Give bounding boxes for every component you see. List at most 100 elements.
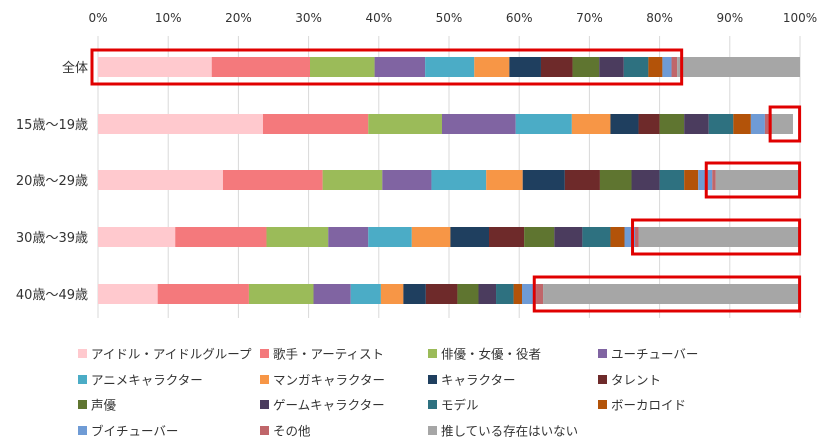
highlight-boxes xyxy=(90,48,802,313)
bar-segment xyxy=(635,227,639,247)
bar-segment xyxy=(98,114,263,134)
legend-swatch xyxy=(428,400,437,409)
bar-segment xyxy=(322,170,383,190)
bar-segment xyxy=(403,284,426,304)
legend-label: その他 xyxy=(273,424,311,439)
bar-segment xyxy=(623,57,649,77)
bar-segment xyxy=(715,170,800,190)
bar-segment xyxy=(496,284,514,304)
bar-segment xyxy=(648,57,663,77)
x-tick-label: 40% xyxy=(365,11,392,25)
bar-segment xyxy=(708,114,734,134)
bar-segment xyxy=(98,170,223,190)
bar-segment xyxy=(411,227,451,247)
legend-swatch xyxy=(598,349,607,358)
legend-swatch xyxy=(428,426,437,435)
bar-segment xyxy=(368,114,442,134)
legend-swatch xyxy=(598,375,607,384)
bar-segment xyxy=(631,170,660,190)
highlight-box xyxy=(631,218,802,256)
highlight-box xyxy=(704,161,802,199)
bar-segment xyxy=(425,57,475,77)
bar-segment xyxy=(175,227,267,247)
x-tick-label: 80% xyxy=(646,11,673,25)
bar-segment xyxy=(572,57,600,77)
bar-segment xyxy=(610,227,625,247)
legend-swatch xyxy=(428,375,437,384)
legend-label: ユーチューバー xyxy=(611,347,698,362)
legend-label: 声優 xyxy=(91,398,117,413)
legend-swatch xyxy=(260,375,269,384)
legend-label: ボーカロイド xyxy=(611,398,686,413)
bar-segment xyxy=(684,114,709,134)
bar-segment xyxy=(638,114,660,134)
legend-label: マンガキャラクター xyxy=(273,373,385,388)
bar-segment xyxy=(599,57,624,77)
bar-segment xyxy=(509,57,541,77)
category-label: 全体 xyxy=(62,60,88,76)
legend-label: アイドル・アイドルグループ xyxy=(91,347,252,362)
bar-segment xyxy=(571,114,611,134)
bar-segment xyxy=(380,284,404,304)
legend-swatch xyxy=(598,400,607,409)
bar-segment xyxy=(522,284,537,304)
bar-segment xyxy=(513,284,523,304)
bar-segment xyxy=(157,284,249,304)
legend-label: ブイチューバー xyxy=(91,424,178,439)
legend-label: 歌手・アーティスト xyxy=(273,347,384,362)
bar-segment xyxy=(515,114,572,134)
legend-swatch xyxy=(428,349,437,358)
bar-segment xyxy=(222,170,323,190)
bar-segment xyxy=(425,284,458,304)
bar-segment xyxy=(368,227,412,247)
x-tick-label: 10% xyxy=(155,11,182,25)
highlight-box xyxy=(532,275,802,313)
bar-segment xyxy=(350,284,381,304)
category-label: 30歳～39歳 xyxy=(16,231,88,246)
bar-segment xyxy=(98,227,176,247)
bar-segment xyxy=(599,170,632,190)
legend-label: 俳優・女優・役者 xyxy=(441,347,541,362)
bar-segment xyxy=(684,170,699,190)
bar-segment xyxy=(554,227,583,247)
bar-segment xyxy=(540,57,573,77)
bar-segment xyxy=(712,170,716,190)
bar-segment xyxy=(638,227,800,247)
bar-segment xyxy=(486,170,523,190)
bar-segment xyxy=(671,57,678,77)
x-tick-label: 20% xyxy=(225,11,252,25)
bar-segment xyxy=(248,284,314,304)
legend-swatch xyxy=(260,400,269,409)
bar-segment xyxy=(764,114,772,134)
legend: アイドル・アイドルグループ 歌手・アーティスト 俳優・女優・役者 ユーチューバーアニメ… xyxy=(78,347,698,439)
bar-segment xyxy=(624,227,636,247)
highlight-box xyxy=(90,48,684,86)
bar-segment xyxy=(771,114,793,134)
bar-segment xyxy=(374,57,426,77)
bar-segment xyxy=(489,227,525,247)
bar-segment xyxy=(524,227,555,247)
legend-swatch xyxy=(260,349,269,358)
legend-label: 推している存在はいない xyxy=(441,424,578,439)
bar-segment xyxy=(478,284,497,304)
x-tick-label: 0% xyxy=(88,11,107,25)
legend-label: モデル xyxy=(441,398,479,413)
bar-segment xyxy=(543,284,800,304)
bar-segment xyxy=(522,170,565,190)
bar-segment xyxy=(564,170,600,190)
x-tick-label: 60% xyxy=(506,11,533,25)
bar-segment xyxy=(382,170,432,190)
x-tick-label: 50% xyxy=(436,11,463,25)
bar-segment xyxy=(659,114,685,134)
category-label: 40歳～49歳 xyxy=(16,288,88,303)
x-tick-label: 30% xyxy=(295,11,322,25)
legend-label: アニメキャラクター xyxy=(91,373,203,388)
bars xyxy=(98,57,800,304)
legend-swatch xyxy=(78,400,87,409)
bar-segment xyxy=(310,57,375,77)
x-axis-tick-labels: 0% 10% 20% 30% 40% 50% 60% 70% 80% 90% 100% xyxy=(88,11,817,25)
bar-segment xyxy=(313,284,351,304)
bar-segment xyxy=(750,114,765,134)
legend-label: キャラクター xyxy=(441,373,516,388)
